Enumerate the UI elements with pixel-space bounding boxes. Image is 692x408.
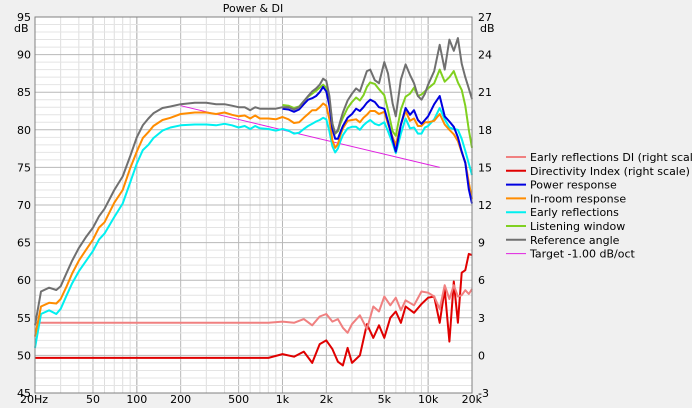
x-tick-label: 2k	[320, 393, 334, 406]
series-line-4	[34, 107, 473, 349]
legend-label: Listening window	[530, 220, 625, 233]
y-right-tick-label: 18	[478, 124, 492, 137]
series-line-3	[34, 102, 473, 337]
left-axis-unit: dB	[14, 22, 29, 35]
y-left-tick-label: 85	[17, 86, 31, 99]
x-tick-label: 20Hz	[20, 393, 48, 406]
x-tick-label: 5k	[378, 393, 392, 406]
legend-label: Directivity Index (right scale)	[530, 165, 690, 178]
axes: 20Hz 50 100 200 500 1k 2k 5k 10k 20k9590858075706…	[17, 11, 492, 406]
y-right-tick-label: 27	[478, 11, 492, 24]
legend-label: In-room response	[530, 192, 626, 205]
y-left-tick-label: 55	[17, 312, 31, 325]
y-right-tick-label: 0	[478, 349, 485, 362]
x-tick-label: 500	[228, 393, 249, 406]
y-left-tick-label: 95	[17, 11, 31, 24]
y-left-tick-label: 60	[17, 274, 31, 287]
y-right-tick-label: 3	[478, 312, 485, 325]
y-left-tick-label: 45	[17, 387, 31, 400]
x-tick-label: 1k	[276, 393, 290, 406]
plot-frame	[34, 16, 473, 394]
y-left-tick-label: 70	[17, 199, 31, 212]
series-line-7	[180, 105, 440, 168]
y-right-tick-label: 12	[478, 199, 492, 212]
y-right-tick-label: 21	[478, 86, 492, 99]
x-tick-label: 50	[86, 393, 100, 406]
right-axis-unit: dB	[480, 22, 495, 35]
y-right-tick-label: 6	[478, 274, 485, 287]
y-right-tick-label: 15	[478, 161, 492, 174]
series-line-5	[282, 68, 473, 148]
legend: Early reflections DI (right scale)Direct…	[506, 151, 692, 261]
legend-label: Target -1.00 dB/oct	[529, 248, 635, 261]
series-line-1	[35, 252, 473, 367]
series-line-0	[35, 284, 473, 334]
x-tick-label: 200	[170, 393, 191, 406]
y-left-tick-label: 90	[17, 49, 31, 62]
x-tick-label: 100	[126, 393, 147, 406]
legend-label: Reference angle	[530, 234, 620, 247]
legend-label: Early reflections	[530, 206, 619, 219]
y-left-tick-label: 80	[17, 124, 31, 137]
y-right-tick-label: -3	[478, 387, 489, 400]
y-right-tick-label: 24	[478, 49, 492, 62]
legend-label: Early reflections DI (right scale)	[530, 151, 692, 164]
chart-title: Power & DI	[223, 2, 284, 15]
y-left-tick-label: 75	[17, 161, 31, 174]
series-line-6	[34, 37, 473, 326]
y-left-tick-label: 50	[17, 349, 31, 362]
series-line-2	[282, 85, 473, 204]
series-layer	[34, 37, 473, 367]
x-tick-label: 10k	[418, 393, 439, 406]
y-left-tick-label: 65	[17, 237, 31, 250]
y-right-tick-label: 9	[478, 237, 485, 250]
x-tick-label: 20k	[462, 393, 483, 406]
legend-label: Power response	[530, 179, 617, 192]
